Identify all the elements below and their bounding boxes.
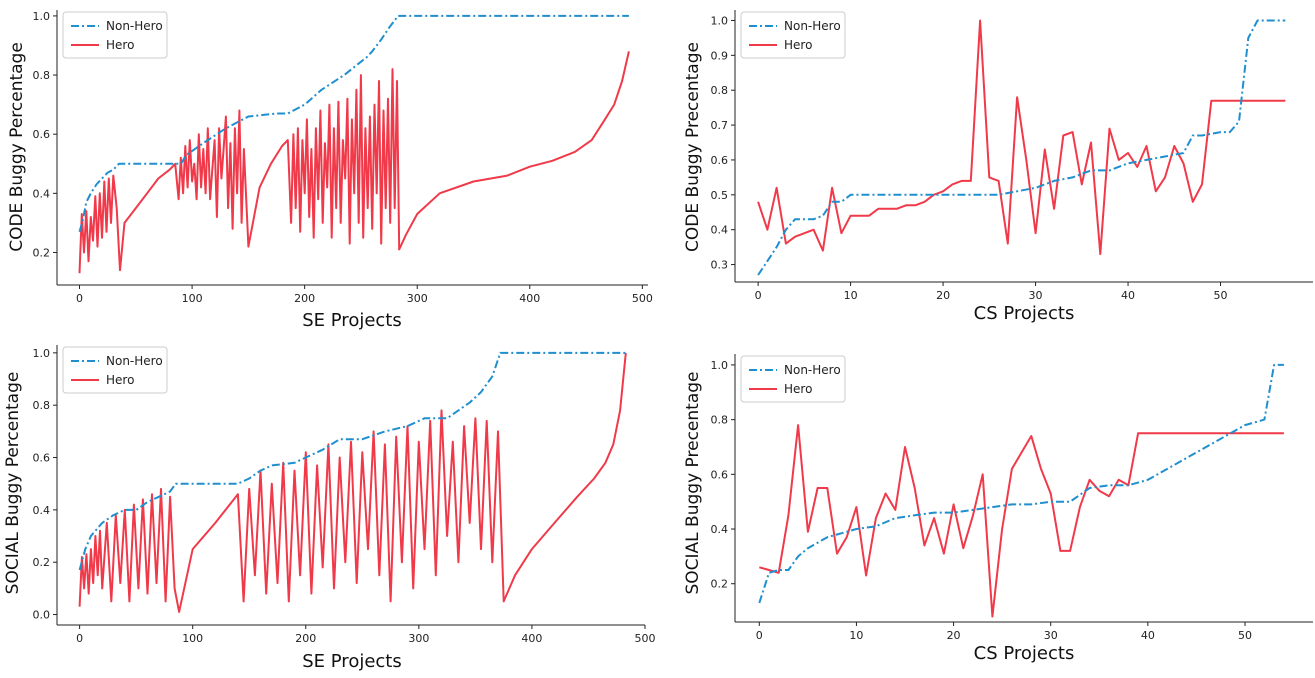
x-tick-label: 500 bbox=[632, 292, 653, 305]
x-tick-label: 0 bbox=[76, 292, 83, 305]
non-hero-series-line bbox=[78, 14, 629, 233]
y-tick-label: 0.8 bbox=[33, 69, 51, 82]
y-axis-label: CODE Buggy Precentage bbox=[683, 42, 703, 252]
x-tick-label: 50 bbox=[1238, 629, 1252, 642]
y-axis-label: CODE Buggy Percentage bbox=[7, 42, 27, 252]
x-tick-label: 0 bbox=[755, 289, 762, 302]
legend-box bbox=[740, 355, 846, 403]
y-axis-label: SOCIAL Buggy Percentage bbox=[3, 372, 23, 595]
y-tick-label: 0.8 bbox=[711, 414, 729, 427]
legend-box bbox=[62, 346, 168, 394]
x-tick-label: 100 bbox=[182, 632, 203, 645]
x-axis-label: SE Projects bbox=[302, 310, 401, 331]
y-tick-label: 0.6 bbox=[33, 128, 51, 141]
x-tick-label: 400 bbox=[519, 292, 540, 305]
non-hero-series-line bbox=[78, 351, 628, 571]
legend-non-hero-label: Non-Hero bbox=[784, 363, 841, 377]
chart-2: 0 10 20 30 40 50 0.3 0.4 0.5 0.6 0.7 0.8 0.9 1.0 CS Pr… bbox=[683, 10, 1313, 324]
y-tick-label: 0.9 bbox=[711, 49, 729, 62]
legend-box bbox=[740, 11, 846, 59]
hero-series-line bbox=[759, 424, 1284, 618]
y-tick-label: 0.4 bbox=[711, 224, 729, 237]
hero-series-line bbox=[78, 51, 630, 274]
x-tick-label: 10 bbox=[844, 289, 858, 302]
x-tick-label: 40 bbox=[1121, 289, 1135, 302]
x-tick-label: 0 bbox=[756, 629, 763, 642]
y-tick-label: 0.8 bbox=[33, 399, 51, 412]
y-tick-label: 0.4 bbox=[33, 504, 51, 517]
x-tick-label: 300 bbox=[407, 292, 428, 305]
y-tick-label: 1.0 bbox=[33, 10, 51, 23]
y-tick-label: 0.4 bbox=[711, 523, 729, 536]
x-axis-label: CS Projects bbox=[974, 303, 1075, 324]
x-tick-label: 0 bbox=[76, 632, 83, 645]
y-tick-label: 0.3 bbox=[711, 259, 729, 272]
x-tick-label: 10 bbox=[849, 629, 863, 642]
y-tick-label: 0.8 bbox=[711, 84, 729, 97]
x-tick-label: 100 bbox=[182, 292, 203, 305]
legend-non-hero-label: Non-Hero bbox=[106, 354, 163, 368]
y-tick-label: 0.6 bbox=[33, 452, 51, 465]
y-tick-label: 0.4 bbox=[33, 187, 51, 200]
x-tick-label: 50 bbox=[1214, 289, 1228, 302]
legend-box bbox=[62, 11, 168, 59]
y-tick-label: 1.0 bbox=[711, 14, 729, 27]
x-tick-label: 40 bbox=[1141, 629, 1155, 642]
x-tick-label: 30 bbox=[1029, 289, 1043, 302]
x-tick-label: 300 bbox=[408, 632, 429, 645]
chart-4: 0 10 20 30 40 50 0.2 0.4 0.6 0.8 1.0 CS Projects SOC… bbox=[683, 354, 1313, 664]
x-axis-label: CS Projects bbox=[974, 643, 1075, 664]
y-tick-label: 0.0 bbox=[33, 609, 51, 622]
legend-non-hero-label: Non-Hero bbox=[784, 19, 841, 33]
legend-hero-label: Hero bbox=[784, 38, 812, 52]
y-tick-label: 0.5 bbox=[711, 189, 729, 202]
x-tick-label: 500 bbox=[635, 632, 656, 645]
chart-1: 0 100 200 300 400 500 0.2 0.4 0.6 0.8 1.0 SE Projec… bbox=[7, 10, 653, 331]
non-hero-series-line bbox=[758, 363, 1284, 604]
x-tick-label: 200 bbox=[294, 292, 315, 305]
non-hero-series-line bbox=[757, 19, 1286, 276]
legend-hero-label: Hero bbox=[784, 382, 812, 396]
hero-series-line bbox=[78, 352, 627, 613]
y-axis-label: SOCIAL Buggy Precentage bbox=[683, 372, 703, 595]
legend-non-hero-label: Non-Hero bbox=[106, 19, 163, 33]
y-tick-label: 0.2 bbox=[711, 578, 729, 591]
x-tick-label: 30 bbox=[1044, 629, 1058, 642]
x-axis-label: SE Projects bbox=[302, 651, 401, 672]
y-tick-label: 0.2 bbox=[33, 556, 51, 569]
hero-series-line bbox=[757, 19, 1286, 256]
chart-3: 0 100 200 300 400 500 0.0 0.2 0.4 0.6 0.8 1.0 SE Pro… bbox=[3, 345, 656, 672]
y-tick-label: 1.0 bbox=[33, 347, 51, 360]
x-tick-label: 200 bbox=[295, 632, 316, 645]
y-tick-label: 0.6 bbox=[711, 468, 729, 481]
legend-hero-label: Hero bbox=[106, 38, 134, 52]
y-tick-label: 0.6 bbox=[711, 154, 729, 167]
y-tick-label: 1.0 bbox=[711, 359, 729, 372]
y-tick-label: 0.2 bbox=[33, 246, 51, 259]
legend-hero-label: Hero bbox=[106, 373, 134, 387]
x-tick-label: 20 bbox=[936, 289, 950, 302]
x-tick-label: 400 bbox=[521, 632, 542, 645]
x-tick-label: 20 bbox=[947, 629, 961, 642]
y-tick-label: 0.7 bbox=[711, 119, 729, 132]
